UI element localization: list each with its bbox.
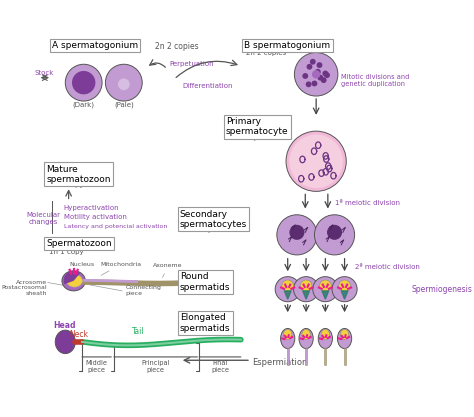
Text: 1n 1 copy: 1n 1 copy: [48, 249, 83, 254]
Circle shape: [302, 73, 308, 79]
Text: Middle
piece: Middle piece: [85, 359, 107, 373]
Polygon shape: [341, 291, 348, 299]
Circle shape: [317, 62, 322, 68]
Circle shape: [294, 53, 338, 96]
Text: Espermiation: Espermiation: [253, 358, 308, 367]
Circle shape: [72, 71, 95, 94]
Ellipse shape: [283, 329, 292, 339]
Text: Stock: Stock: [35, 70, 54, 75]
Text: Final
piece: Final piece: [211, 359, 229, 373]
Ellipse shape: [281, 329, 295, 349]
Text: Head: Head: [54, 321, 76, 330]
Ellipse shape: [66, 274, 82, 287]
Text: Mature
spermatozoon: Mature spermatozoon: [46, 165, 110, 184]
Text: Nucleus: Nucleus: [70, 262, 95, 274]
Circle shape: [315, 69, 321, 75]
Circle shape: [300, 280, 312, 292]
Text: Molecular
changes: Molecular changes: [27, 211, 61, 225]
Circle shape: [332, 276, 357, 302]
Text: Axoneme: Axoneme: [153, 264, 182, 277]
Circle shape: [105, 64, 142, 101]
Text: 1ª meiotic division: 1ª meiotic division: [335, 200, 400, 206]
Circle shape: [339, 280, 350, 292]
Circle shape: [310, 59, 316, 65]
Wedge shape: [64, 271, 80, 284]
Ellipse shape: [318, 329, 332, 349]
Circle shape: [311, 80, 318, 86]
Text: Mitochondria: Mitochondria: [100, 262, 142, 275]
Polygon shape: [322, 291, 328, 299]
Text: 1n 1 copy: 1n 1 copy: [182, 329, 216, 335]
Text: Mitotic divisions and
genetic duplication: Mitotic divisions and genetic duplicatio…: [341, 74, 410, 87]
Text: (Dark): (Dark): [73, 101, 95, 108]
Polygon shape: [284, 291, 291, 299]
Text: 2n 4 copies: 2n 4 copies: [228, 135, 268, 141]
Text: Latency and potencial activation: Latency and potencial activation: [64, 224, 167, 229]
Text: 1n 1 copy: 1n 1 copy: [182, 288, 216, 294]
Text: Motility activation: Motility activation: [64, 214, 127, 220]
Ellipse shape: [321, 329, 329, 339]
Circle shape: [277, 215, 317, 255]
Text: Tail: Tail: [132, 327, 145, 336]
Circle shape: [282, 280, 293, 292]
Circle shape: [65, 64, 102, 101]
Circle shape: [293, 276, 319, 302]
Circle shape: [290, 225, 304, 240]
Ellipse shape: [299, 329, 313, 349]
Text: Hyperactivation: Hyperactivation: [64, 205, 119, 211]
Text: Secondary
spermatocytes: Secondary spermatocytes: [180, 210, 247, 229]
Text: Connecting
piece: Connecting piece: [126, 286, 161, 296]
Circle shape: [327, 225, 342, 240]
Text: Differentiation: Differentiation: [182, 83, 233, 89]
Circle shape: [312, 70, 320, 78]
Text: B spermatogonium: B spermatogonium: [244, 41, 330, 50]
Circle shape: [313, 71, 319, 77]
Text: Primary
spermatocyte: Primary spermatocyte: [226, 117, 289, 136]
Circle shape: [307, 64, 312, 70]
Ellipse shape: [337, 329, 352, 349]
Text: (Pale): (Pale): [114, 101, 134, 108]
Text: Round
spermatids: Round spermatids: [180, 272, 230, 292]
Polygon shape: [303, 291, 310, 299]
Circle shape: [314, 215, 355, 255]
Text: 2n 2 copies: 2n 2 copies: [155, 42, 199, 51]
Circle shape: [286, 131, 346, 191]
Text: Spermatozoon: Spermatozoon: [46, 239, 112, 248]
Ellipse shape: [62, 271, 85, 291]
Text: Principal
piece: Principal piece: [141, 359, 170, 373]
Circle shape: [306, 81, 311, 87]
Text: A spermatogonium: A spermatogonium: [52, 41, 138, 50]
Circle shape: [275, 276, 300, 302]
Text: 1n 1 copy: 1n 1 copy: [48, 182, 83, 188]
Text: Postacrosomal
sheath: Postacrosomal sheath: [1, 286, 47, 296]
Ellipse shape: [302, 329, 310, 339]
Circle shape: [324, 72, 330, 78]
Text: Elongated
spermatids: Elongated spermatids: [180, 314, 230, 333]
Text: 1n 2 copies: 1n 2 copies: [182, 227, 222, 233]
Text: Neck: Neck: [69, 330, 88, 339]
Circle shape: [290, 135, 343, 188]
Ellipse shape: [55, 330, 75, 354]
Text: 2n 2 copies: 2n 2 copies: [246, 50, 286, 55]
Circle shape: [322, 70, 328, 76]
Text: Perpetuation: Perpetuation: [170, 61, 214, 67]
Text: 2ª meiotic division: 2ª meiotic division: [356, 264, 420, 270]
Ellipse shape: [340, 329, 349, 339]
Circle shape: [318, 75, 323, 80]
Text: Spermiogenesis: Spermiogenesis: [411, 285, 472, 294]
Circle shape: [319, 280, 331, 292]
Circle shape: [118, 78, 130, 90]
Circle shape: [313, 276, 338, 302]
Circle shape: [321, 77, 327, 83]
Text: Acrosome: Acrosome: [16, 280, 47, 285]
